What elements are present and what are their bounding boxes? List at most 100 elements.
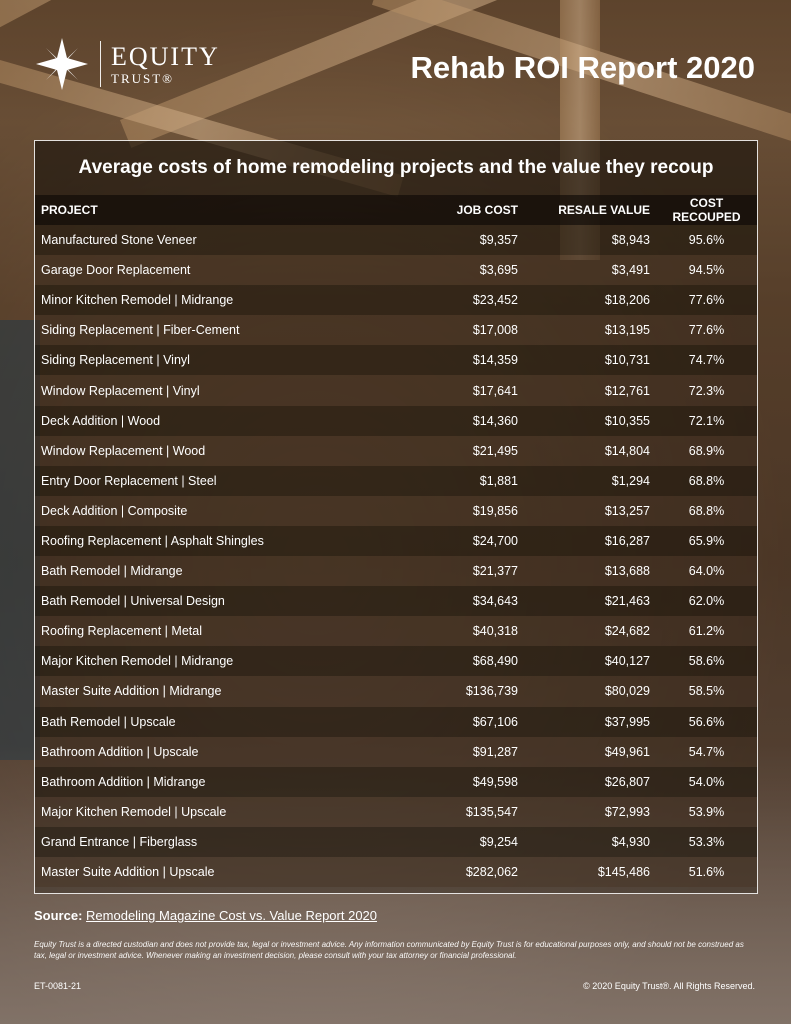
cell-job-cost: $135,547 — [407, 796, 524, 827]
cell-project: Deck Addition | Wood — [35, 405, 407, 436]
cell-project: Window Replacement | Wood — [35, 435, 407, 466]
cell-project: Roofing Replacement | Asphalt Shingles — [35, 525, 407, 557]
cell-resale-value: $13,195 — [524, 315, 656, 346]
cell-resale-value: $49,961 — [524, 736, 656, 767]
cell-project: Bathroom Addition | Midrange — [35, 766, 407, 797]
roi-table-panel: Average costs of home remodeling project… — [34, 140, 758, 894]
cell-resale-value: $18,206 — [524, 285, 656, 316]
source-link[interactable]: Remodeling Magazine Cost vs. Value Repor… — [86, 908, 378, 923]
cell-cost-recouped: 68.8% — [656, 495, 757, 526]
cell-resale-value: $37,995 — [524, 706, 656, 737]
cell-project: Siding Replacement | Vinyl — [35, 345, 407, 376]
cell-cost-recouped: 65.9% — [656, 525, 757, 557]
table-row: Bath Remodel | Upscale $67,106 $37,995 56.6… — [35, 706, 757, 737]
cell-resale-value: $40,127 — [524, 646, 656, 677]
table-row: Deck Addition | Wood $14,360 $10,355 72.1% — [35, 405, 757, 436]
source-label: Source: — [34, 908, 83, 923]
cell-cost-recouped: 68.8% — [656, 465, 757, 496]
cell-job-cost: $19,856 — [407, 495, 524, 526]
table-row: Master Suite Addition | Midrange $136,739… — [35, 676, 757, 707]
cell-job-cost: $21,377 — [407, 556, 524, 587]
table-row: Bath Remodel | Midrange $21,377 $13,688 64.… — [35, 556, 757, 587]
cell-project: Roofing Replacement | Metal — [35, 616, 407, 647]
col-header-job-cost: JOB COST — [407, 195, 524, 225]
cell-resale-value: $8,943 — [524, 225, 656, 256]
cell-project: Bath Remodel | Midrange — [35, 556, 407, 587]
cell-project: Manufactured Stone Veneer — [35, 225, 407, 256]
cell-resale-value: $1,294 — [524, 465, 656, 496]
cell-job-cost: $67,106 — [407, 706, 524, 737]
cell-job-cost: $40,318 — [407, 616, 524, 647]
cell-cost-recouped: 53.3% — [656, 826, 757, 857]
cell-project: Bath Remodel | Universal Design — [35, 586, 407, 617]
cell-resale-value: $13,688 — [524, 556, 656, 587]
cell-cost-recouped: 77.6% — [656, 285, 757, 316]
cell-job-cost: $14,359 — [407, 345, 524, 376]
table-row: Major Kitchen Remodel | Upscale $135,547 $… — [35, 796, 757, 827]
logo-divider — [100, 41, 101, 87]
logo-equity-text: EQUITY — [111, 41, 220, 71]
cell-cost-recouped: 51.6% — [656, 856, 757, 888]
table-row: Major Kitchen Remodel | Midrange $68,490 $… — [35, 646, 757, 677]
table-row: Siding Replacement | Vinyl $14,359 $10,731… — [35, 345, 757, 376]
cell-job-cost: $3,695 — [407, 255, 524, 286]
cell-project: Major Kitchen Remodel | Upscale — [35, 796, 407, 827]
cell-resale-value: $26,807 — [524, 766, 656, 797]
cell-job-cost: $21,495 — [407, 435, 524, 466]
table-row: Window Replacement | Wood $21,495 $14,804 6… — [35, 435, 757, 466]
cell-cost-recouped: 94.5% — [656, 255, 757, 286]
cell-project: Master Suite Addition | Upscale — [35, 856, 407, 888]
cell-resale-value: $16,287 — [524, 525, 656, 557]
cell-job-cost: $9,254 — [407, 826, 524, 857]
cell-resale-value: $72,993 — [524, 796, 656, 827]
cell-job-cost: $282,062 — [407, 856, 524, 888]
table-row: Manufactured Stone Veneer $9,357 $8,943 95.… — [35, 225, 757, 256]
cell-cost-recouped: 68.9% — [656, 435, 757, 466]
cell-project: Entry Door Replacement | Steel — [35, 465, 407, 496]
cell-cost-recouped: 54.7% — [656, 736, 757, 767]
table-row: Bath Remodel | Universal Design $34,643 $2… — [35, 586, 757, 617]
cell-cost-recouped: 77.6% — [656, 315, 757, 346]
logo-trust-text: TRUST® — [111, 70, 175, 86]
cell-resale-value: $14,804 — [524, 435, 656, 466]
cell-job-cost: $14,360 — [407, 405, 524, 436]
col-header-cost-recouped: COST RECOUPED — [656, 195, 757, 225]
cell-project: Window Replacement | Vinyl — [35, 375, 407, 406]
col-header-project: PROJECT — [35, 195, 407, 225]
roi-table: PROJECT JOB COST RESALE VALUE COST RECOU… — [35, 195, 757, 888]
cell-cost-recouped: 62.0% — [656, 586, 757, 617]
cell-cost-recouped: 53.9% — [656, 796, 757, 827]
disclaimer-text: Equity Trust is a directed custodian and… — [34, 940, 744, 960]
table-row: Entry Door Replacement | Steel $1,881 $1,2… — [35, 465, 757, 496]
background-window — [0, 320, 40, 760]
cell-resale-value: $24,682 — [524, 616, 656, 647]
cell-resale-value: $21,463 — [524, 586, 656, 617]
copyright-text: © 2020 Equity Trust®. All Rights Reserve… — [583, 981, 755, 991]
cell-project: Bathroom Addition | Upscale — [35, 736, 407, 767]
cell-project: Grand Entrance | Fiberglass — [35, 826, 407, 857]
cell-job-cost: $68,490 — [407, 646, 524, 677]
table-row: Window Replacement | Vinyl $17,641 $12,761… — [35, 375, 757, 406]
cell-project: Deck Addition | Composite — [35, 495, 407, 526]
cell-cost-recouped: 64.0% — [656, 556, 757, 587]
cell-job-cost: $34,643 — [407, 586, 524, 617]
cell-project: Major Kitchen Remodel | Midrange — [35, 646, 407, 677]
cell-resale-value: $145,486 — [524, 856, 656, 888]
cell-project: Siding Replacement | Fiber-Cement — [35, 315, 407, 346]
cell-project: Garage Door Replacement — [35, 255, 407, 286]
cell-project: Minor Kitchen Remodel | Midrange — [35, 285, 407, 316]
cell-job-cost: $17,008 — [407, 315, 524, 346]
cell-job-cost: $136,739 — [407, 676, 524, 707]
table-row: Garage Door Replacement $3,695 $3,491 94.5% — [35, 255, 757, 286]
cell-job-cost: $91,287 — [407, 736, 524, 767]
cell-resale-value: $4,930 — [524, 826, 656, 857]
cell-resale-value: $12,761 — [524, 375, 656, 406]
cell-job-cost: $17,641 — [407, 375, 524, 406]
equity-trust-logo: EQUITY TRUST® — [34, 36, 220, 92]
col-header-resale-value: RESALE VALUE — [524, 195, 656, 225]
table-row: Deck Addition | Composite $19,856 $13,257 6… — [35, 495, 757, 526]
cell-cost-recouped: 58.5% — [656, 676, 757, 707]
cell-project: Master Suite Addition | Midrange — [35, 676, 407, 707]
cell-cost-recouped: 95.6% — [656, 225, 757, 256]
cell-resale-value: $10,355 — [524, 405, 656, 436]
